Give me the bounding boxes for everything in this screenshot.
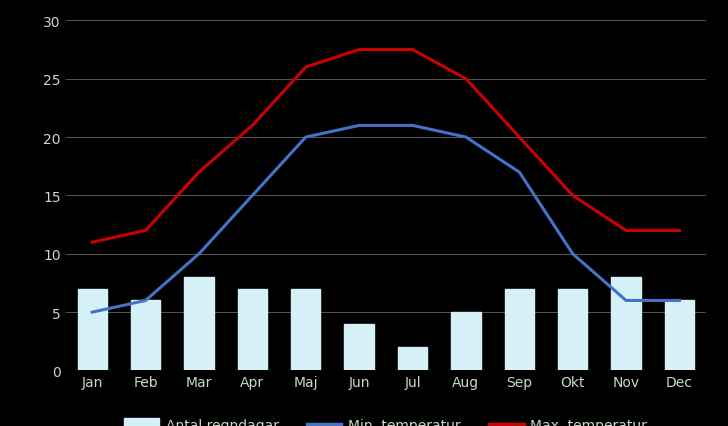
Bar bbox=[451, 312, 480, 371]
Bar bbox=[344, 324, 374, 371]
Bar bbox=[665, 301, 694, 371]
Bar bbox=[612, 277, 641, 371]
Bar bbox=[77, 289, 107, 371]
Bar bbox=[237, 289, 267, 371]
Bar bbox=[184, 277, 214, 371]
Legend: Antal regndagar, Min. temperatur, Max. temperatur: Antal regndagar, Min. temperatur, Max. t… bbox=[119, 412, 653, 426]
Bar bbox=[558, 289, 587, 371]
Bar bbox=[505, 289, 534, 371]
Bar bbox=[397, 347, 427, 371]
Bar bbox=[131, 301, 160, 371]
Bar bbox=[291, 289, 320, 371]
